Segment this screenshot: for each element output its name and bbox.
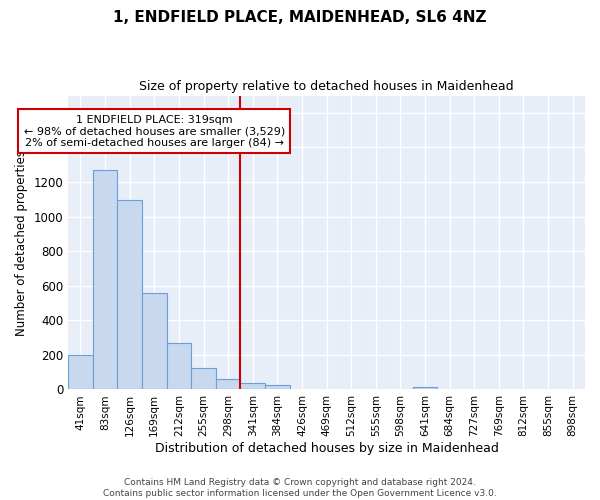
Bar bbox=[191, 368, 216, 390]
Bar bbox=[241, 384, 265, 390]
Title: Size of property relative to detached houses in Maidenhead: Size of property relative to detached ho… bbox=[139, 80, 514, 93]
Bar bbox=[118, 200, 142, 390]
Y-axis label: Number of detached properties: Number of detached properties bbox=[15, 150, 28, 336]
Bar bbox=[68, 355, 93, 390]
Bar bbox=[142, 293, 167, 390]
Text: 1 ENDFIELD PLACE: 319sqm
← 98% of detached houses are smaller (3,529)
2% of semi: 1 ENDFIELD PLACE: 319sqm ← 98% of detach… bbox=[23, 114, 285, 148]
Bar bbox=[216, 378, 241, 390]
Text: Contains HM Land Registry data © Crown copyright and database right 2024.
Contai: Contains HM Land Registry data © Crown c… bbox=[103, 478, 497, 498]
Bar bbox=[413, 387, 437, 390]
Bar bbox=[167, 343, 191, 390]
Bar bbox=[265, 385, 290, 390]
Text: 1, ENDFIELD PLACE, MAIDENHEAD, SL6 4NZ: 1, ENDFIELD PLACE, MAIDENHEAD, SL6 4NZ bbox=[113, 10, 487, 25]
X-axis label: Distribution of detached houses by size in Maidenhead: Distribution of detached houses by size … bbox=[155, 442, 499, 455]
Bar bbox=[93, 170, 118, 390]
